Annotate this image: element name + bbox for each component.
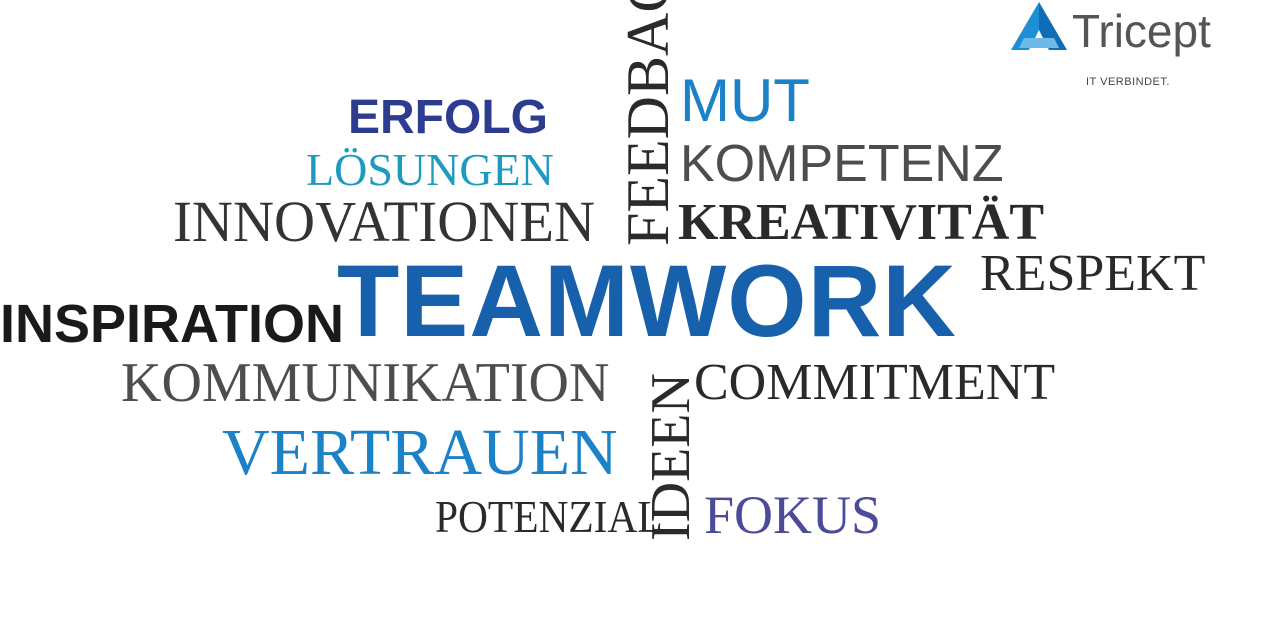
word-fokus: FOKUS	[704, 485, 882, 545]
tricept-logo: Tricept IT VERBINDET.	[1010, 0, 1265, 95]
word-innovationen: INNOVATIONEN	[173, 189, 596, 254]
word-inspiration: INSPIRATION	[0, 294, 345, 354]
word-commitment: COMMITMENT	[694, 354, 1056, 411]
word-erfolg: ERFOLG	[348, 91, 548, 144]
logo-tagline: IT VERBINDET.	[1086, 76, 1170, 88]
word-kreativitaet: KREATIVITÄT	[678, 194, 1045, 251]
tricept-triangle-icon	[1011, 2, 1067, 50]
word-loesungen: LÖSUNGEN	[306, 144, 554, 195]
word-kommunikation: KOMMUNIKATION	[121, 352, 610, 414]
word-respekt: RESPEKT	[980, 245, 1206, 302]
word-kompetenz: KOMPETENZ	[680, 135, 1004, 193]
word-teamwork: TEAMWORK	[337, 244, 957, 358]
word-mut: MUT	[680, 67, 810, 134]
word-vertrauen: VERTRAUEN	[222, 416, 618, 489]
word-potenzial: POTENZIAL	[435, 491, 663, 542]
logo-name: Tricept	[1072, 5, 1211, 57]
word-feedback: FEEDBACK	[615, 0, 681, 246]
